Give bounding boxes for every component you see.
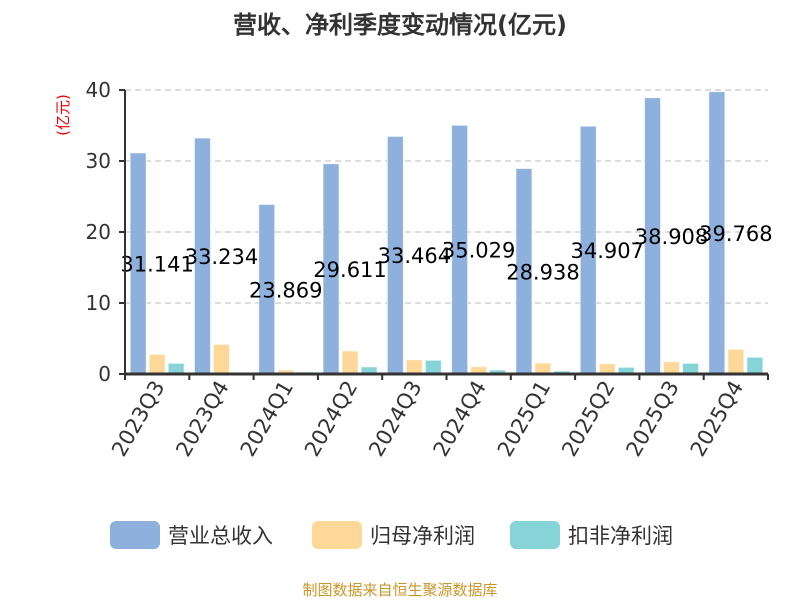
data-label: 29.611 [313,258,386,282]
data-label: 39.768 [699,222,772,246]
bar-归母净利润[interactable] [663,361,681,375]
data-label: 28.938 [506,260,579,284]
legend-label[interactable]: 归母净利润 [370,524,475,548]
bar-扣非净利润[interactable] [682,362,700,375]
x-tick-label: 2023Q4 [171,377,233,461]
y-tick-label: 30 [86,149,111,173]
y-tick-label: 10 [86,291,111,315]
y-tick-label: 20 [86,220,111,244]
data-label: 34.907 [571,239,644,263]
legend-label[interactable]: 扣非净利润 [568,524,673,548]
legend-label[interactable]: 营业总收入 [168,524,273,548]
data-label: 23.869 [249,278,322,302]
bar-归母净利润[interactable] [405,359,423,375]
x-tick-label: 2024Q4 [429,377,491,461]
bar-归母净利润[interactable] [212,343,230,375]
x-tick-label: 2024Q1 [236,377,298,461]
bar-扣非净利润[interactable] [424,359,442,375]
legend-swatch[interactable] [110,521,160,549]
data-label: 35.029 [442,239,515,263]
bar-归母净利润[interactable] [598,363,616,375]
legend-swatch[interactable] [510,521,560,549]
data-label: 33.464 [378,244,451,268]
footer-source: 制图数据来自恒生聚源数据库 [302,581,497,599]
bar-归母净利润[interactable] [341,350,359,375]
x-tick-label: 2024Q3 [364,377,426,461]
x-tick-label: 2025Q2 [557,377,619,461]
chart-title: 营收、净利季度变动情况(亿元) [233,11,567,39]
x-tick-label: 2025Q1 [493,377,555,461]
bar-扣非净利润[interactable] [167,362,185,375]
y-tick-label: 40 [86,78,111,102]
data-label: 38.908 [635,225,708,249]
x-tick-label: 2023Q3 [107,377,169,461]
data-label: 31.141 [120,252,193,276]
y-tick-label: 0 [98,362,111,386]
legend-swatch[interactable] [312,521,362,549]
data-label: 33.234 [185,245,258,269]
bar-归母净利润[interactable] [534,362,552,375]
x-tick-label: 2024Q2 [300,377,362,461]
x-tick-label: 2025Q4 [686,377,748,461]
y-axis-label: (亿元) [54,94,72,136]
bar-归母净利润[interactable] [148,353,166,375]
bar-扣非净利润[interactable] [746,356,764,375]
x-tick-label: 2025Q3 [621,377,683,461]
bar-归母净利润[interactable] [727,348,745,375]
